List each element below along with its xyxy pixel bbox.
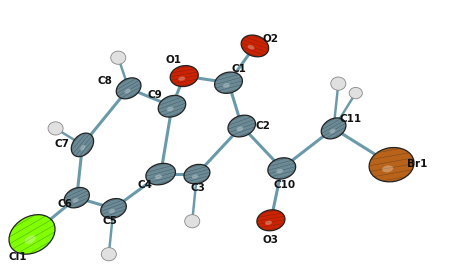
Ellipse shape [248,45,255,50]
Ellipse shape [276,169,283,173]
Ellipse shape [257,210,285,231]
Ellipse shape [185,215,200,228]
Ellipse shape [71,133,93,157]
Ellipse shape [73,198,79,202]
Ellipse shape [241,35,269,57]
Ellipse shape [369,148,414,182]
Ellipse shape [184,164,210,184]
Ellipse shape [178,77,185,81]
Text: O2: O2 [263,34,279,44]
Text: C5: C5 [102,216,117,226]
Text: O3: O3 [263,235,279,245]
Text: C11: C11 [340,114,362,124]
Ellipse shape [170,65,198,87]
Ellipse shape [116,78,141,99]
Ellipse shape [25,235,36,244]
Text: C1: C1 [232,64,247,74]
Ellipse shape [167,107,173,111]
Ellipse shape [158,95,186,117]
Text: C8: C8 [98,76,112,86]
Ellipse shape [192,175,198,178]
Text: C3: C3 [191,183,206,193]
Text: Br1: Br1 [407,159,427,169]
Ellipse shape [331,77,346,90]
Ellipse shape [80,145,85,150]
Text: C4: C4 [137,180,153,190]
Text: O1: O1 [165,55,182,65]
Ellipse shape [48,122,63,135]
Text: C7: C7 [54,139,69,149]
Ellipse shape [215,72,242,93]
Ellipse shape [321,118,346,139]
Ellipse shape [349,87,362,99]
Ellipse shape [111,51,126,64]
Ellipse shape [101,199,127,218]
Ellipse shape [155,175,162,179]
Ellipse shape [146,163,175,185]
Ellipse shape [101,248,117,261]
Ellipse shape [109,209,115,213]
Text: C9: C9 [147,90,162,100]
Text: C10: C10 [273,180,295,190]
Ellipse shape [64,187,90,208]
Text: Cl1: Cl1 [9,252,27,262]
Ellipse shape [237,126,243,131]
Ellipse shape [265,221,272,225]
Text: C2: C2 [255,121,270,131]
Text: C6: C6 [57,199,73,209]
Ellipse shape [223,83,230,88]
Ellipse shape [382,165,393,172]
Ellipse shape [268,158,296,179]
Ellipse shape [329,129,336,133]
Ellipse shape [125,89,131,93]
Ellipse shape [9,215,55,254]
Ellipse shape [228,115,255,137]
